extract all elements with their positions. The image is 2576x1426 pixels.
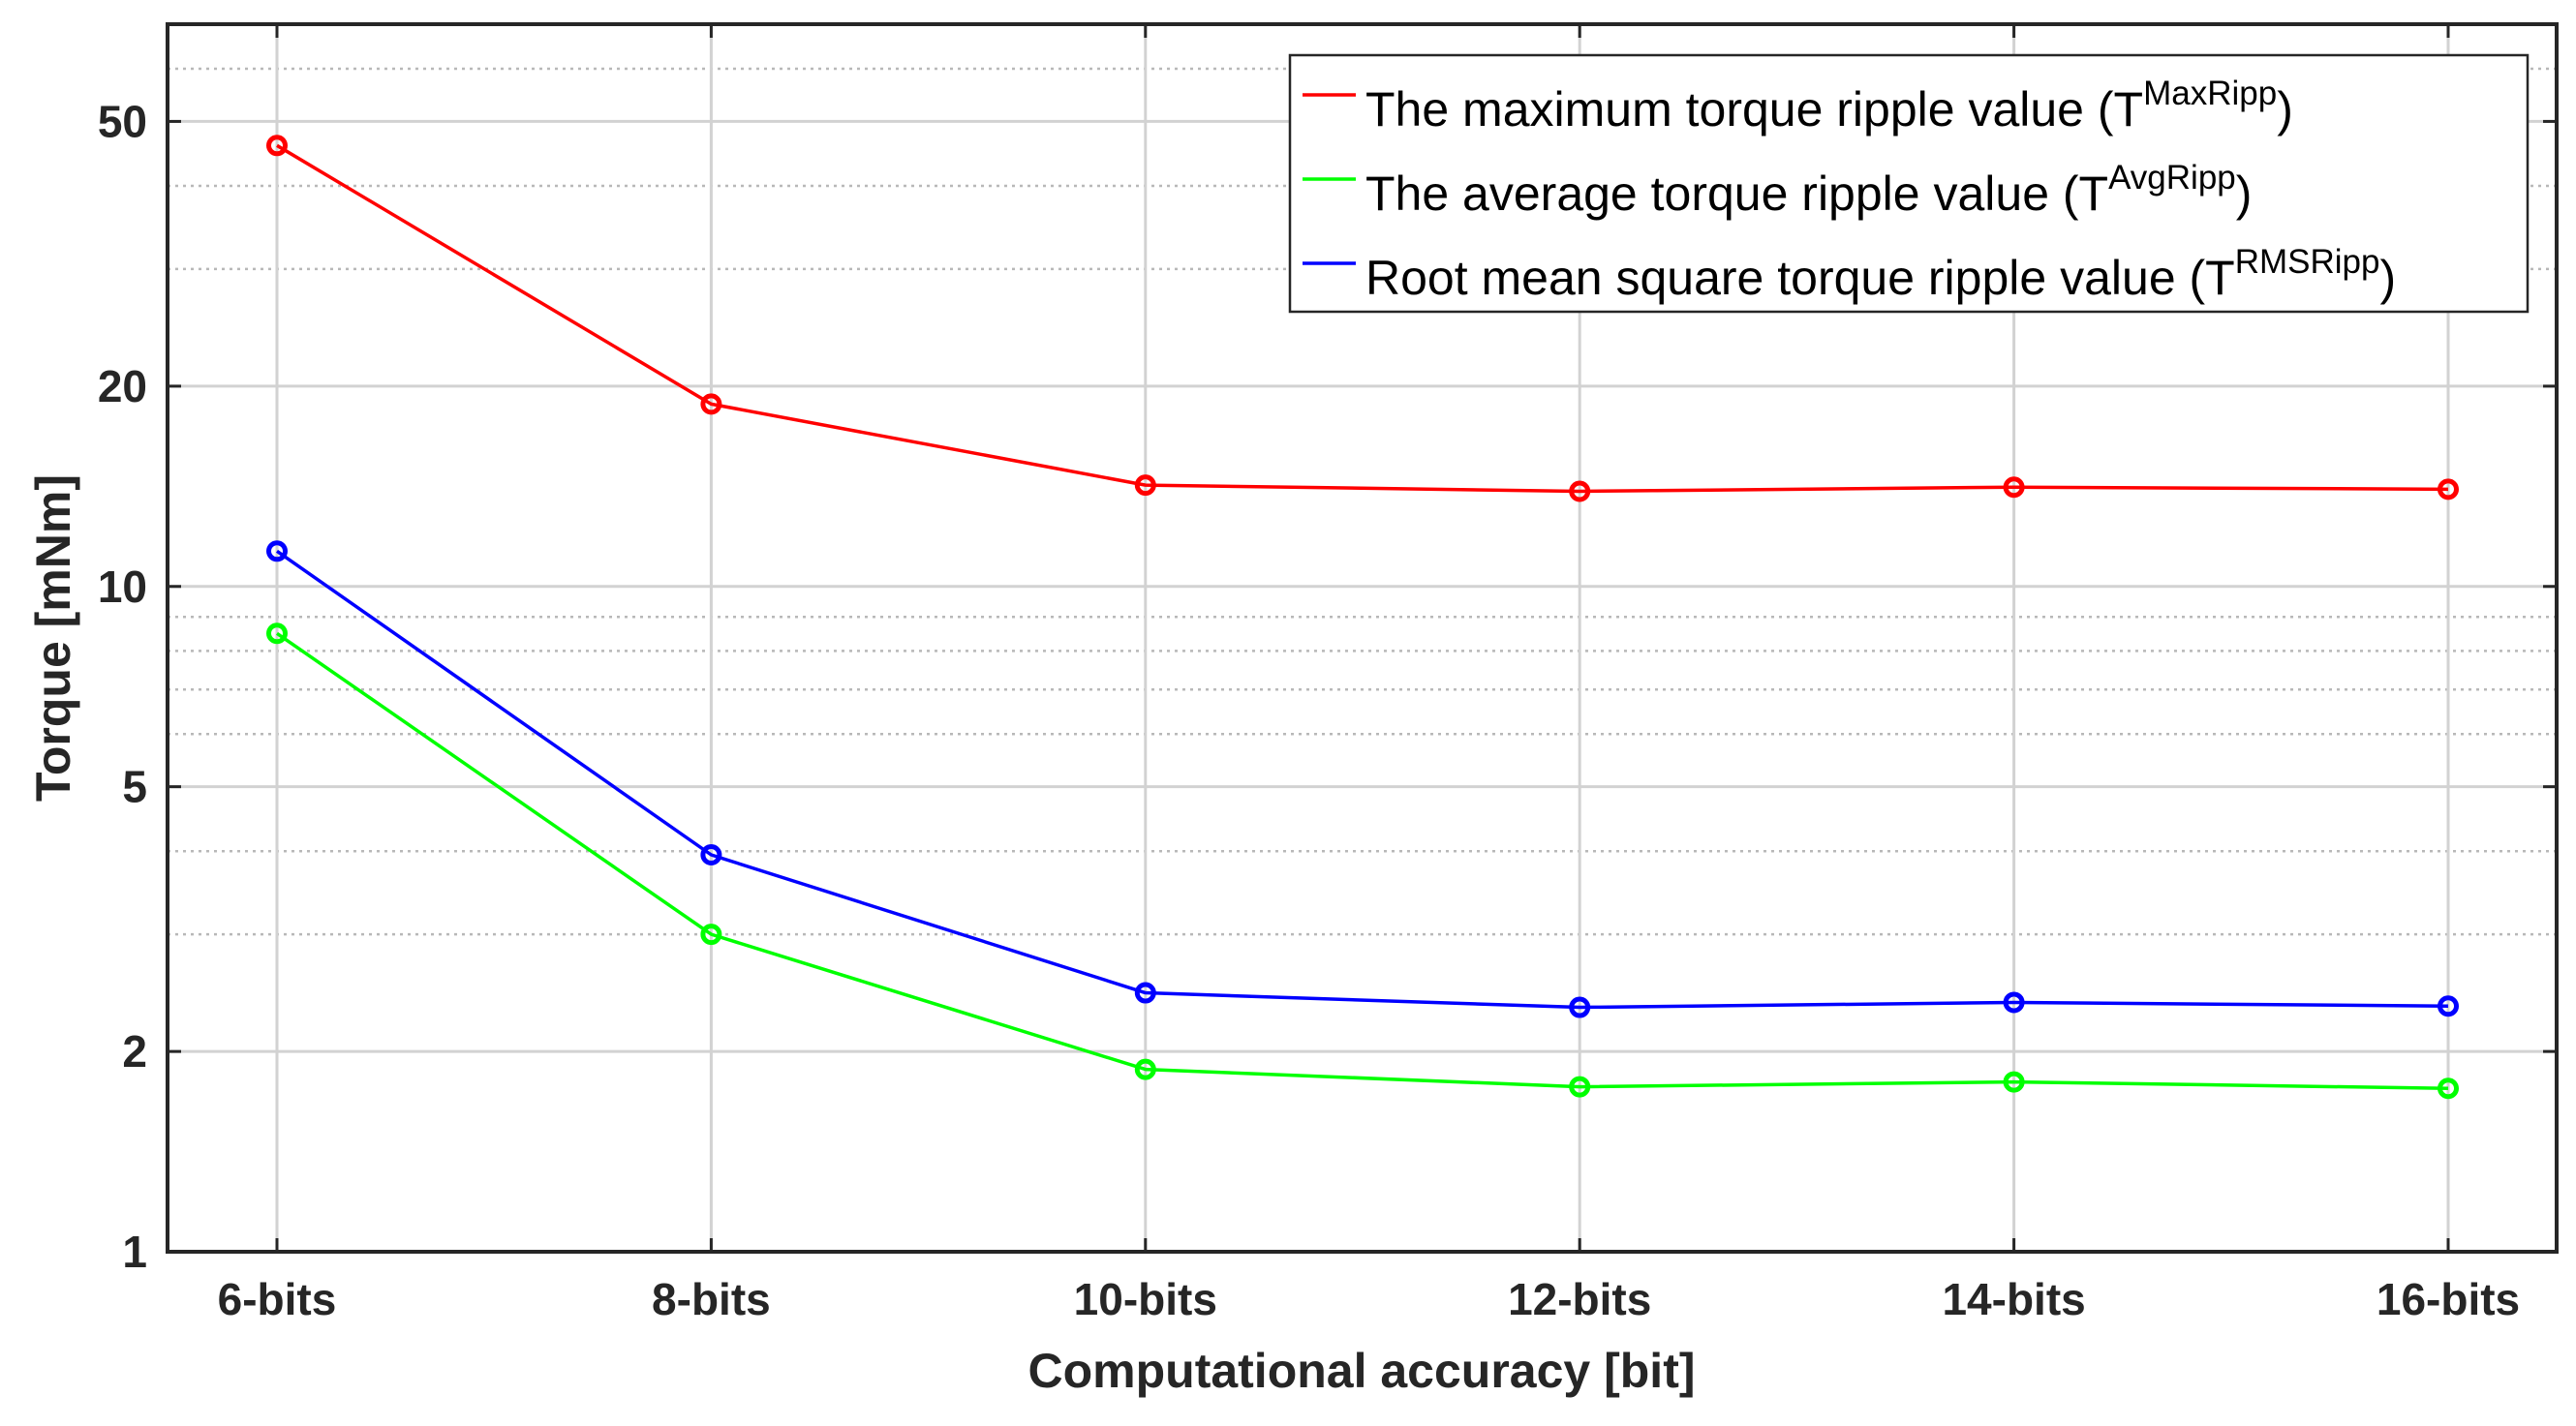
data-point-1 xyxy=(2438,1077,2459,1100)
series-line-1 xyxy=(276,631,2449,1091)
data-point-2 xyxy=(266,540,288,562)
data-point-2 xyxy=(1134,982,1156,1004)
y-tick-label: 20 xyxy=(98,361,147,411)
series-line-0 xyxy=(276,143,2449,494)
x-tick-label: 6-bits xyxy=(218,1274,337,1324)
series-lines xyxy=(266,135,2459,1100)
plot-frame xyxy=(166,22,2559,1254)
legend-box xyxy=(1288,53,2530,314)
data-point-2 xyxy=(2438,995,2459,1017)
data-point-2 xyxy=(2003,991,2025,1014)
series-line-2 xyxy=(275,549,2449,1010)
data-point-1 xyxy=(700,924,722,946)
x-tick-label: 10-bits xyxy=(1074,1274,1217,1324)
y-axis-title: Torque [mNm] xyxy=(26,474,80,802)
data-point-0 xyxy=(1569,480,1591,502)
data-point-1 xyxy=(266,622,288,645)
x-tick-label: 8-bits xyxy=(652,1274,771,1324)
y-tick-label: 2 xyxy=(122,1026,147,1077)
data-point-2 xyxy=(1569,996,1591,1018)
data-point-1 xyxy=(2003,1071,2025,1093)
axis-labels: 1 2 5 10 20 50 6-bits 8-bits 10-bits 12-bits 14-bi… xyxy=(98,24,2557,1324)
data-point-1 xyxy=(1134,1058,1156,1080)
data-point-2 xyxy=(700,844,722,866)
y-tick-label: 10 xyxy=(98,561,147,612)
data-point-0 xyxy=(700,393,722,415)
x-tick-label: 16-bits xyxy=(2377,1274,2520,1324)
legend-label-0: The maximum torque ripple value (TMaxRip… xyxy=(1365,75,2293,137)
y-tick-label: 1 xyxy=(122,1227,147,1277)
y-tick-label: 50 xyxy=(98,96,147,146)
data-point-0 xyxy=(2438,478,2459,501)
data-point-0 xyxy=(2003,476,2025,499)
data-point-1 xyxy=(1569,1076,1591,1098)
x-axis-title: Computational accuracy [bit] xyxy=(1028,1344,1696,1398)
data-point-0 xyxy=(266,135,288,157)
legend-label-2: Root mean square torque ripple value (TR… xyxy=(1365,243,2396,305)
x-tick-label: 14-bits xyxy=(1942,1274,2085,1324)
legend: The maximum torque ripple value (TMaxRip… xyxy=(1288,53,2530,314)
data-point-0 xyxy=(1134,474,1156,497)
x-tick-label: 12-bits xyxy=(1508,1274,1651,1324)
legend-label-1: The average torque ripple value (TAvgRip… xyxy=(1365,159,2252,221)
y-tick-label: 5 xyxy=(122,762,147,812)
